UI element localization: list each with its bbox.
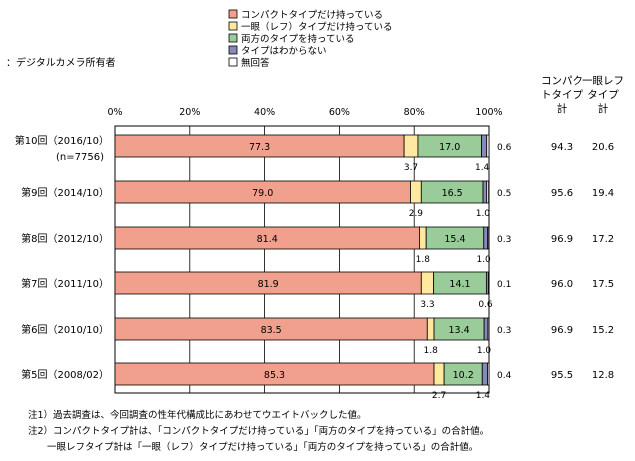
data-label: 16.5 [442, 188, 463, 199]
x-tick-label: 20% [179, 107, 200, 118]
slr-total-header: 計 [598, 102, 609, 115]
compact-total-header: コンパク [541, 75, 583, 87]
bar-segment [483, 317, 489, 341]
slr-total-header: 一眼レフ [582, 75, 624, 87]
data-label: 2.9 [409, 209, 424, 219]
legend-swatch [228, 9, 238, 19]
data-label: 17.0 [439, 142, 460, 153]
bar-segment [487, 317, 490, 341]
bar-segment [419, 226, 427, 250]
category-sublabel: (n=7756) [56, 152, 104, 163]
note-1: 注1）過去調査は、今回調査の性年代構成比にあわせてウエイトバックした値。 [28, 410, 367, 421]
data-label: 10.2 [453, 370, 474, 381]
data-label: 77.3 [249, 142, 270, 153]
legend-swatch [228, 33, 238, 43]
bar-segment [488, 271, 490, 295]
legend-label: 一眼（レフ）タイプだけ持っている [241, 21, 393, 33]
bar-segment [486, 134, 490, 158]
compact-total-header: トタイプ [541, 89, 583, 101]
data-label: 3.3 [420, 300, 434, 310]
bar-segment [426, 317, 435, 341]
data-label: 0.3 [497, 235, 511, 245]
data-label: 1.4 [476, 391, 491, 401]
data-label: 14.1 [449, 279, 470, 290]
category-label: 第9回（2014/10） [21, 186, 109, 199]
data-label: 79.0 [252, 188, 273, 199]
data-label: 13.4 [449, 325, 470, 336]
chart-subtitle: ：デジタルカメラ所有者 [6, 58, 116, 69]
note-2: 注2）コンパクトタイプ計は、「コンパクトタイプだけ持っている」「両方のタイプを持… [28, 426, 490, 437]
category-label: 第5回（2008/02） [21, 368, 109, 381]
category-label: 第10回（2016/10） [15, 134, 109, 147]
bar-segment [481, 134, 488, 158]
bar-segment [433, 362, 445, 386]
slr-total-value: 20.6 [592, 142, 614, 153]
data-label: 0.5 [497, 189, 511, 199]
data-label: 1.0 [476, 255, 491, 265]
data-label: 2.7 [432, 391, 446, 401]
bar-segment [486, 180, 490, 204]
note-3: 一眼レフタイプ計は「一眼（レフ）タイプだけ持っている」「両方のタイプを持っている… [28, 442, 479, 453]
data-label: 0.4 [497, 371, 512, 381]
data-label: 1.0 [477, 346, 492, 356]
slr-total-header: タイプ [587, 89, 619, 101]
category-label: 第8回（2012/10） [21, 232, 109, 245]
compact-total-value: 94.3 [551, 142, 573, 153]
bar-segment [487, 362, 490, 386]
x-tick-label: 60% [329, 107, 350, 118]
x-tick-label: 80% [404, 107, 425, 118]
bar-segment [410, 180, 422, 204]
data-label: 3.7 [404, 163, 418, 173]
slr-total-value: 19.4 [592, 188, 614, 199]
data-label: 1.0 [476, 209, 491, 219]
legend-swatch [228, 21, 238, 31]
x-tick-label: 0% [107, 107, 122, 118]
compact-total-value: 95.5 [551, 370, 573, 381]
data-label: 85.3 [264, 370, 285, 381]
x-tick-label: 100% [475, 107, 502, 118]
legend-label: タイプはわからない [241, 46, 327, 57]
data-label: 1.8 [416, 255, 431, 265]
data-label: 0.6 [478, 300, 493, 310]
compact-total-value: 96.9 [551, 325, 573, 336]
legend-label: コンパクトタイプだけ持っている [241, 9, 383, 21]
data-label: 81.4 [257, 234, 278, 245]
data-label: 0.3 [497, 326, 511, 336]
legend-label: 両方のタイプを持っている [241, 33, 355, 45]
compact-total-value: 96.0 [551, 279, 573, 290]
data-label: 1.4 [475, 163, 490, 173]
data-label: 83.5 [261, 325, 282, 336]
slr-total-value: 17.5 [592, 279, 614, 290]
bar-segment [483, 226, 488, 250]
data-label: 81.9 [258, 279, 279, 290]
bar-segment [482, 180, 488, 204]
legend-swatch [228, 57, 238, 67]
compact-total-value: 95.6 [551, 188, 573, 199]
slr-total-value: 12.8 [592, 370, 614, 381]
data-label: 15.4 [444, 234, 465, 245]
category-label: 第7回（2011/10） [21, 277, 109, 290]
bar-segment [481, 362, 488, 386]
data-label: 0.6 [497, 143, 512, 153]
data-label: 0.1 [497, 280, 511, 290]
bar-segment [487, 226, 490, 250]
category-label: 第6回（2010/10） [21, 323, 109, 336]
compact-total-header: 計 [557, 102, 568, 115]
plot-frame [114, 125, 490, 394]
bar-segment [403, 134, 419, 158]
slr-total-value: 17.2 [592, 234, 614, 245]
compact-total-value: 96.9 [551, 234, 573, 245]
data-label: 1.8 [423, 346, 438, 356]
x-tick-label: 40% [254, 107, 275, 118]
legend-label: 無回答 [241, 57, 270, 69]
bar-segment [420, 271, 435, 295]
slr-total-value: 15.2 [592, 325, 614, 336]
legend-swatch [228, 45, 238, 55]
